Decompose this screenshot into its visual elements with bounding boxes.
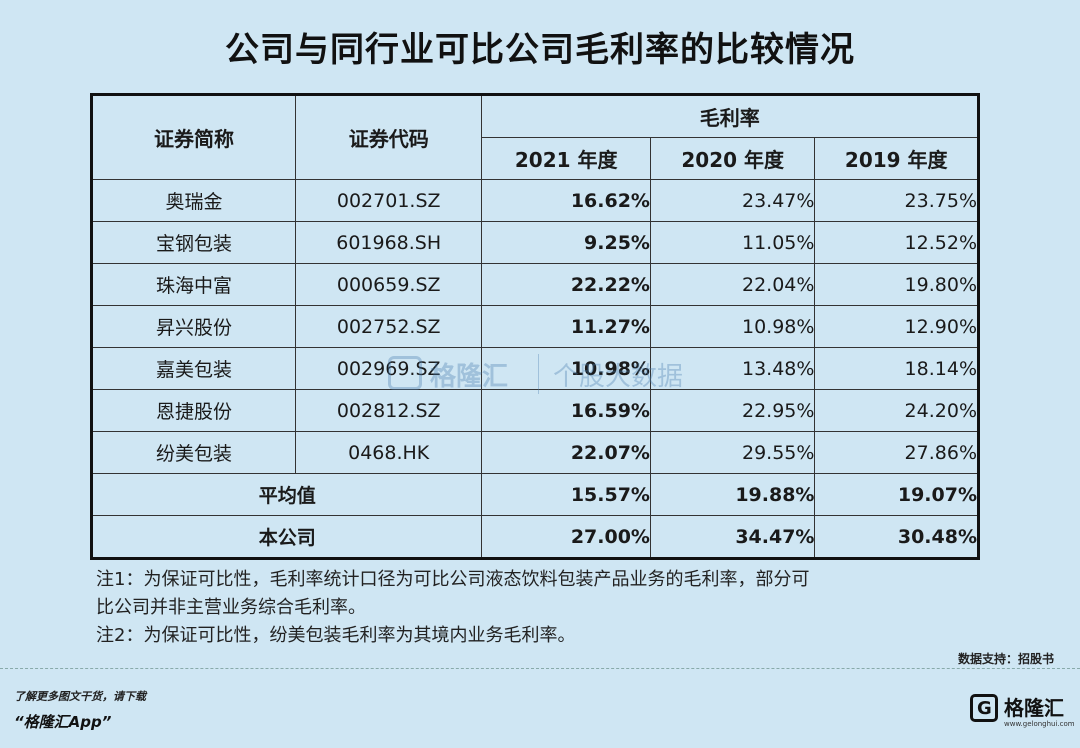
security-code-cell: 601968.SH [294,221,483,264]
company-name-cell: 恩捷股份 [91,389,296,432]
company-name-cell: 嘉美包装 [91,347,296,390]
company-name-cell: 珠海中富 [91,263,296,306]
margin-2021-cell: 9.25% [481,221,651,264]
divider [0,668,1080,669]
security-code-cell: 0468.HK [294,431,483,474]
company-2020: 34.47% [649,515,816,559]
promo-app-name: “格隆汇App” [14,713,112,731]
margin-2019-cell: 23.75% [814,179,979,222]
margin-2019-cell: 18.14% [814,347,979,390]
header-name: 证券简称 [91,94,296,180]
margin-2021-cell: 22.07% [481,431,651,474]
header-code: 证券代码 [294,94,483,180]
company-name-cell: 纷美包装 [91,431,296,474]
header-year-2019: 2019 年度 [814,137,979,180]
logo-g-icon: G [970,694,998,722]
security-code-cell: 002701.SZ [294,179,483,222]
margin-2021-cell: 16.62% [481,179,651,222]
logo-url: www.gelonghui.com [1004,720,1075,728]
company-name-cell: 昇兴股份 [91,305,296,348]
margin-2021-cell: 10.98% [481,347,651,390]
company-2019: 30.48% [814,515,979,559]
header-gross-margin: 毛利率 [481,94,979,138]
table-row: 宝钢包装 601968.SH 9.25% 11.05% 12.52% [91,221,979,264]
promo-text: 了解更多图文干货，请下载 [14,690,146,703]
average-row: 平均值 15.57% 19.88% 19.07% [90,473,979,516]
brand-logo: G 格隆汇 www.gelonghui.com [970,690,1075,734]
table-year-row: 2021 年度 2020 年度 2019 年度 [92,137,979,180]
table-row: 恩捷股份 002812.SZ 16.59% 22.95% 24.20% [91,389,979,432]
margin-2020-cell: 29.55% [649,431,816,474]
average-2020: 19.88% [649,473,816,516]
margin-2020-cell: 23.47% [649,179,816,222]
table-body: 奥瑞金 002701.SZ 16.62% 23.47% 23.75% 宝钢包装 601968… [91,179,979,474]
average-2019: 19.07% [814,473,979,516]
margin-2019-cell: 27.86% [814,431,979,474]
margin-2019-cell: 12.52% [814,221,979,264]
note-1-line-1: 注1：为保证可比性，毛利率统计口径为可比公司液态饮料包装产品业务的毛利率，部分可 [96,569,810,590]
average-2021: 15.57% [481,473,651,516]
data-source: 数据支持：招股书 [957,652,1054,666]
margin-2020-cell: 13.48% [649,347,816,390]
gross-margin-table: 证券简称 证券代码 毛利率 2021 年度 2020 年度 2019 年度 奥瑞… [90,93,980,560]
security-code-cell: 000659.SZ [294,263,483,306]
note-2: 注2：为保证可比性，纷美包装毛利率为其境内业务毛利率。 [96,625,576,646]
margin-2019-cell: 19.80% [814,263,979,306]
logo-text: 格隆汇 [1004,696,1064,720]
header-year-2021: 2021 年度 [481,137,651,180]
margin-2021-cell: 22.22% [481,263,651,306]
margin-2020-cell: 11.05% [649,221,816,264]
average-label: 平均值 [90,473,483,516]
company-row: 本公司 27.00% 34.47% 30.48% [90,515,979,559]
margin-2020-cell: 22.95% [649,389,816,432]
table-row: 奥瑞金 002701.SZ 16.62% 23.47% 23.75% [91,179,979,222]
margin-2020-cell: 22.04% [649,263,816,306]
security-code-cell: 002812.SZ [294,389,483,432]
header-year-2020: 2020 年度 [649,137,816,180]
security-code-cell: 002752.SZ [294,305,483,348]
table-row: 纷美包装 0468.HK 22.07% 29.55% 27.86% [91,431,979,474]
security-code-cell: 002969.SZ [294,347,483,390]
margin-2021-cell: 11.27% [481,305,651,348]
page-title: 公司与同行业可比公司毛利率的比较情况 [225,30,855,70]
margin-2021-cell: 16.59% [481,389,651,432]
logo-mark: G [977,698,992,719]
note-1-line-2: 比公司并非主营业务综合毛利率。 [96,597,366,618]
table-row: 嘉美包装 002969.SZ 10.98% 13.48% 18.14% [91,347,979,390]
company-name-cell: 奥瑞金 [91,179,296,222]
company-label: 本公司 [90,515,483,559]
company-name-cell: 宝钢包装 [91,221,296,264]
table-row: 珠海中富 000659.SZ 22.22% 22.04% 19.80% [91,263,979,306]
margin-2019-cell: 24.20% [814,389,979,432]
company-2021: 27.00% [481,515,651,559]
margin-2019-cell: 12.90% [814,305,979,348]
margin-2020-cell: 10.98% [649,305,816,348]
table-row: 昇兴股份 002752.SZ 11.27% 10.98% 12.90% [91,305,979,348]
table-header-row: 证券简称 证券代码 毛利率 [91,94,979,180]
